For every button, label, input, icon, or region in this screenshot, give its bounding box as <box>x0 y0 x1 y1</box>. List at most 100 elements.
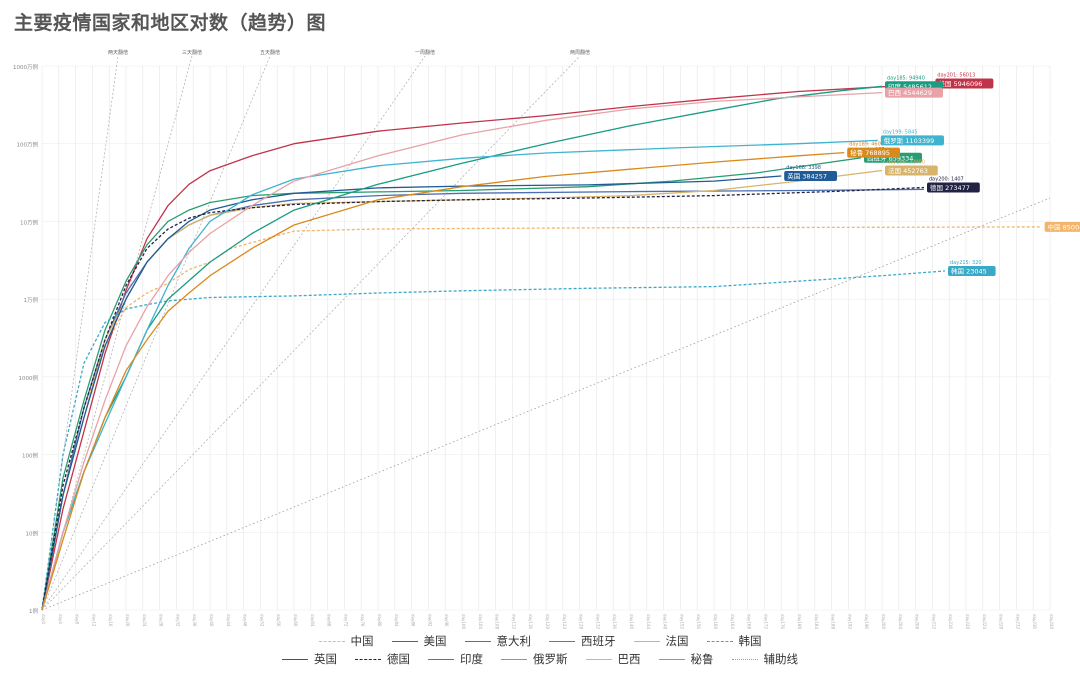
x-tick-label: day200 <box>881 614 886 629</box>
end-label-annotation: day185: 94940 <box>887 75 925 81</box>
x-tick-label: day192 <box>847 614 852 629</box>
x-tick-label: day140 <box>629 614 634 629</box>
end-label-badge <box>847 147 900 158</box>
end-label-text: 秘鲁 768895 <box>850 148 890 157</box>
x-tick-label: day152 <box>679 614 684 629</box>
end-label-text: 德国 273477 <box>930 183 970 192</box>
x-tick-label: day124 <box>562 614 567 629</box>
legend-swatch <box>391 640 418 642</box>
x-tick-label: day32 <box>175 614 180 627</box>
x-tick-label: day164 <box>730 614 735 629</box>
legend-label: 西班牙 <box>581 634 616 648</box>
series-line-意大利 <box>41 188 925 611</box>
end-label-text: 中国 85004 <box>1048 222 1080 231</box>
legend-label: 英国 <box>314 652 337 666</box>
legend-item: 德国 <box>355 651 410 667</box>
series-line-俄罗斯 <box>41 139 878 611</box>
x-tick-label: day16 <box>108 614 113 627</box>
x-tick-label: day40 <box>209 614 214 627</box>
legend-swatch <box>658 658 685 660</box>
series-lines <box>41 82 1051 611</box>
x-tick-label: day228 <box>999 614 1004 629</box>
x-tick-label: day60 <box>293 614 298 627</box>
x-tick-label: day240 <box>1049 614 1054 629</box>
x-tick-label: day148 <box>663 614 668 629</box>
doubling-guide-label: 一周翻倍 <box>415 49 435 56</box>
x-tick-label: day176 <box>780 614 785 629</box>
x-tick-label: day204 <box>898 614 903 629</box>
doubling-guide-label: 两天翻倍 <box>108 49 128 56</box>
x-tick-label: day104 <box>478 614 483 629</box>
x-tick-label: day112 <box>511 614 516 629</box>
doubling-guide-line <box>41 55 426 611</box>
y-tick-label: 1万例 <box>24 296 39 304</box>
x-tick-label: day72 <box>343 614 348 627</box>
y-tick-label: 1000万例 <box>13 63 38 71</box>
x-tick-label: day128 <box>579 614 584 629</box>
legend-label: 美国 <box>423 634 447 648</box>
x-tick-label: day64 <box>310 614 315 627</box>
x-tick-label: day0 <box>41 614 46 624</box>
legend-label: 韩国 <box>738 634 762 648</box>
end-label-text: 西班牙 659334 <box>867 153 913 162</box>
legend-label: 法国 <box>665 634 689 648</box>
x-tick-label: day24 <box>142 614 147 627</box>
x-tick-label: day88 <box>411 614 416 627</box>
legend-swatch <box>428 658 454 660</box>
doubling-guide-line <box>41 55 119 611</box>
legend-label: 秘鲁 <box>690 652 714 666</box>
x-tick-label: day20 <box>125 614 130 627</box>
legend-item: 中国 <box>318 633 374 649</box>
end-label-annotation: day215: 320 <box>950 260 982 266</box>
x-tick-label: day180 <box>797 614 802 629</box>
x-tick-label: day44 <box>226 614 231 627</box>
x-tick-label: day56 <box>276 614 281 627</box>
x-tick-label: day52 <box>259 614 264 627</box>
guide-lines: 两天翻倍 三天翻倍 五天翻倍 一周翻倍 两周翻倍 <box>41 49 590 611</box>
series-line-韩国 <box>41 270 946 611</box>
legend-item: 秘鲁 <box>658 651 714 667</box>
legend-item: 印度 <box>428 651 483 667</box>
end-label-annotation: day200: 1407 <box>929 176 964 182</box>
y-axis: 1例 10例 100例 1000例 1万例 10万例 100万例 1000万例 day0 day4… <box>13 63 1054 629</box>
legend-item: 英国 <box>282 651 337 667</box>
doubling-guide-line <box>41 55 581 611</box>
legend-label: 中国 <box>350 634 374 648</box>
x-tick-label: day156 <box>696 614 701 629</box>
x-tick-label: day96 <box>444 614 449 627</box>
legend-label: 巴西 <box>617 652 641 666</box>
x-tick-label: day76 <box>360 614 365 627</box>
doubling-guide-label: 五天翻倍 <box>260 49 280 56</box>
x-tick-label: day8 <box>75 614 80 624</box>
legend-swatch <box>464 640 491 642</box>
end-label-text: 法国 452763 <box>888 166 928 175</box>
end-label-badge <box>880 135 944 146</box>
x-tick-label: day144 <box>646 614 651 629</box>
end-label-badge <box>885 87 943 98</box>
end-label-text: 印度 5485612 <box>888 82 932 91</box>
x-tick-label: day68 <box>327 614 332 627</box>
legend-swatch <box>585 658 612 660</box>
legend-swatch <box>282 658 308 660</box>
x-tick-label: day188 <box>831 614 836 629</box>
doubling-guide-label: 两周翻倍 <box>570 49 590 56</box>
series-line-美国 <box>41 82 933 611</box>
y-tick-label: 100万例 <box>17 141 39 149</box>
x-tick-label: day100 <box>461 614 466 629</box>
legend-label: 俄罗斯 <box>533 652 568 666</box>
series-line-西班牙 <box>41 157 862 611</box>
end-label-annotation: day199: 5845 <box>883 129 918 135</box>
doubling-guide-line <box>41 55 271 611</box>
legend-row-2: 英国 德国 印度 俄罗斯 巴西 秘鲁 辅助线 <box>0 651 1080 667</box>
legend-swatch <box>355 658 381 660</box>
x-tick-label: day168 <box>747 614 752 629</box>
log-trend-chart: 1例 10例 100例 1000例 1万例 10万例 100万例 1000万例 day0 day4… <box>13 49 1080 629</box>
y-tick-label: 100例 <box>22 452 38 460</box>
x-tick-label: day36 <box>192 614 197 627</box>
legend-label: 印度 <box>460 652 483 666</box>
y-tick-label: 1000例 <box>19 374 39 382</box>
x-tick-label: day184 <box>814 614 819 629</box>
legend-item: 辅助线 <box>731 651 798 667</box>
legend-swatch <box>731 658 758 660</box>
